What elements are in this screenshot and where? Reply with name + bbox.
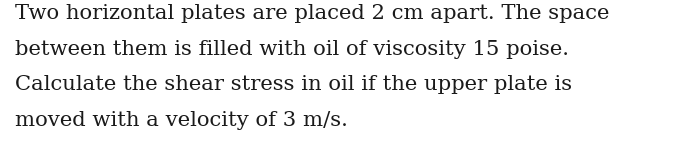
Text: Two horizontal plates are placed 2 cm apart. The space: Two horizontal plates are placed 2 cm ap…	[15, 4, 610, 23]
Text: Calculate the shear stress in oil if the upper plate is: Calculate the shear stress in oil if the…	[15, 75, 572, 94]
Text: between them is filled with oil of viscosity 15 poise.: between them is filled with oil of visco…	[15, 40, 569, 59]
Text: moved with a velocity of 3 m/s.: moved with a velocity of 3 m/s.	[15, 111, 348, 130]
